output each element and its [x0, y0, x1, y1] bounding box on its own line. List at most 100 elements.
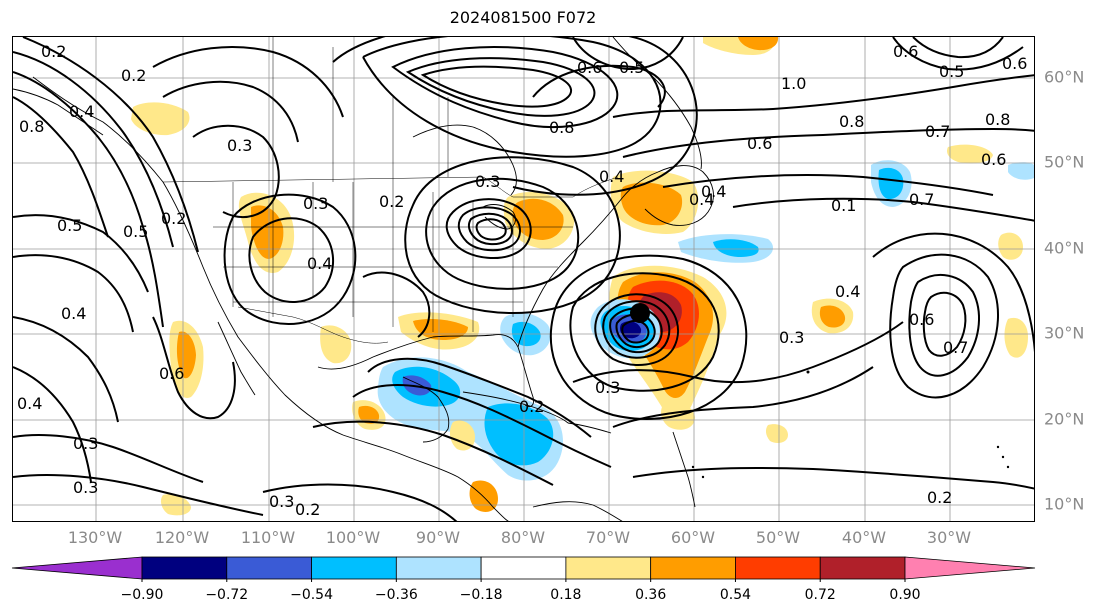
- contour-north-atl-3: [662, 174, 994, 196]
- colorbar-tick-label: −0.90: [120, 587, 164, 603]
- contour-label: 0.7: [925, 122, 950, 141]
- shade-atlantic-blue4: [878, 167, 904, 200]
- contour-lines: [13, 37, 1034, 521]
- contour-label: 0.4: [835, 282, 860, 301]
- shade-nf-pos2: [620, 182, 683, 226]
- shaded-anomaly-fields: [131, 37, 1034, 516]
- coastline-yucatan: [402, 376, 450, 443]
- contour-label: 0.7: [943, 338, 968, 357]
- contour-label: 0.2: [121, 66, 146, 85]
- contour-label: 0.4: [17, 394, 42, 413]
- lon-label: 30°W: [926, 528, 972, 547]
- contour-labels: 0.2 0.2 0.4 0.8 0.3 0.5 0.5 0.2 0.3 0.4 …: [17, 42, 1027, 519]
- lat-label: 40°N: [1044, 238, 1085, 258]
- contour-north-atl-1: [612, 74, 1034, 118]
- political-borders: [162, 37, 619, 344]
- contour-pac-2: [13, 71, 164, 328]
- contour-plains2: [223, 193, 357, 325]
- coastline-great-lakes: [482, 204, 516, 230]
- contour-label: 0.2: [161, 209, 186, 228]
- contour-label: 0.3: [779, 328, 804, 347]
- coastline-canada-east: [644, 165, 714, 226]
- contour-east-3: [922, 291, 967, 357]
- shade-atl-pos2: [819, 305, 846, 328]
- contour-pac-1: [13, 96, 109, 238]
- colorbar-tick-label: 0.18: [550, 587, 582, 603]
- map-panel: 0.2 0.2 0.4 0.8 0.3 0.5 0.5 0.2 0.3 0.4 …: [12, 36, 1035, 522]
- contour-north-4: [362, 37, 662, 158]
- contour-low-lakes-3: [467, 212, 513, 246]
- contour-pac-8: [13, 366, 92, 483]
- lon-label: 50°W: [755, 528, 801, 547]
- contour-pac-9: [13, 434, 204, 483]
- contour-label: 0.4: [61, 304, 86, 323]
- coastline-gulf: [317, 334, 534, 408]
- contour-pac-6: [13, 254, 134, 333]
- colorbar: [11, 556, 1036, 582]
- shade-carib-negative: [484, 403, 554, 466]
- lat-label: 30°N: [1044, 323, 1085, 343]
- contour-greenland-2: [572, 37, 684, 71]
- contour-pac-3: [13, 51, 174, 248]
- colorbar-arrow-max: [904, 556, 1036, 580]
- lon-label: 100°W: [325, 528, 381, 547]
- contour-low-lakes-4: [475, 218, 507, 241]
- contour-label: 0.2: [41, 42, 66, 61]
- lon-label: 120°W: [154, 528, 210, 547]
- contour-atlantic-3: [632, 466, 1034, 490]
- lon-label: 130°W: [67, 528, 123, 547]
- graticule-lines: [13, 37, 1034, 521]
- shade-atl-pos4: [1004, 317, 1028, 358]
- contour-label: 0.4: [689, 190, 714, 209]
- island-dot: [806, 370, 810, 374]
- island-dot: [701, 475, 705, 479]
- contour-label: 0.6: [893, 42, 918, 61]
- shade-atl-pos3: [998, 232, 1023, 260]
- contour-label: 0.6: [577, 58, 602, 77]
- contour-label: 0.6: [159, 364, 184, 383]
- colorbar-segment: [311, 556, 397, 580]
- contour-label: 0.4: [701, 182, 726, 201]
- contour-north-atl-2: [622, 127, 1034, 158]
- contour-label: 0.8: [839, 112, 864, 131]
- contour-storm-outer2: [549, 254, 748, 420]
- contour-north-atl-4: [732, 197, 1034, 222]
- colorbar-tick-label: 0.72: [804, 587, 836, 603]
- contour-east-outer: [872, 232, 1034, 353]
- contour-pac-ridge: [152, 316, 236, 420]
- colorbar-tick-label: −0.36: [374, 587, 418, 603]
- shade-lakes-pos2: [512, 198, 564, 240]
- colorbar-tick-label: −0.18: [459, 587, 503, 603]
- contour-label: 0.2: [519, 397, 544, 416]
- colorbar-tick-label: 0.54: [719, 587, 752, 603]
- shade-greenland-pos2: [738, 37, 779, 51]
- contour-gulf-2: [352, 384, 612, 468]
- contour-label: 0.8: [985, 110, 1010, 129]
- contour-north-2: [405, 57, 596, 117]
- contour-iceland-1: [892, 37, 1024, 71]
- contour-label: 1.0: [781, 74, 806, 93]
- border-us-canada: [162, 176, 619, 198]
- lat-label: 60°N: [1044, 67, 1085, 87]
- contour-north-3: [420, 65, 572, 108]
- lat-label: 20°N: [1044, 409, 1085, 429]
- contour-gulf-1: [367, 357, 592, 438]
- contour-label: 0.5: [123, 222, 148, 241]
- contour-label: 0.5: [57, 216, 82, 235]
- lon-label: 40°W: [841, 528, 887, 547]
- contour-label: 0.7: [909, 190, 934, 209]
- lat-label: 50°N: [1044, 152, 1085, 172]
- map-title: 2024081500 F072: [449, 8, 597, 27]
- storm-center-marker: [630, 303, 650, 323]
- contour-label: 0.6: [747, 134, 772, 153]
- colorbar-tick-label: −0.72: [205, 587, 249, 603]
- contour-label: 0.2: [295, 500, 320, 519]
- colorbar-tick-label: 0.36: [635, 587, 667, 603]
- contour-label: 0.8: [19, 117, 44, 136]
- contour-label: 0.3: [595, 378, 620, 397]
- island-dot: [1001, 455, 1005, 459]
- lon-label: 70°W: [585, 528, 631, 547]
- contour-low-lakes-outer2: [404, 156, 621, 314]
- contour-pac-7: [13, 316, 119, 423]
- contour-low-lakes-1: [445, 198, 532, 259]
